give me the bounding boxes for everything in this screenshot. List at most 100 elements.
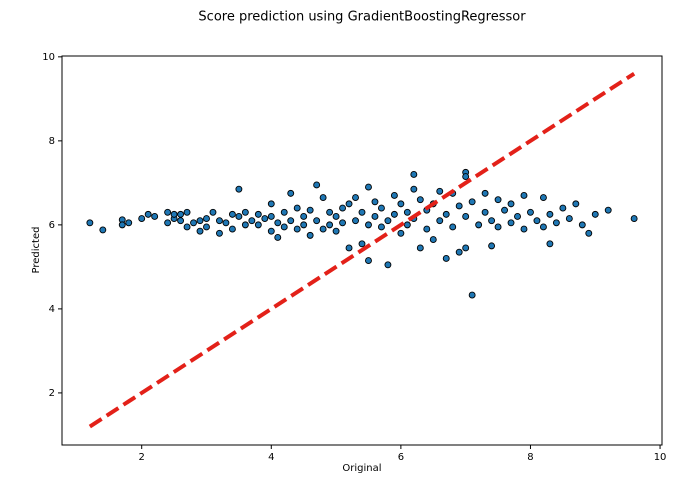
point <box>287 189 295 197</box>
point <box>164 208 172 216</box>
point <box>365 221 372 229</box>
point <box>352 194 359 202</box>
point <box>390 192 398 199</box>
point <box>319 225 327 233</box>
x-tick-label: 2 <box>139 452 145 463</box>
point <box>423 225 431 233</box>
point <box>241 208 249 216</box>
point <box>403 221 411 229</box>
point <box>326 208 334 216</box>
point <box>410 185 418 193</box>
point <box>488 242 496 250</box>
point <box>488 217 496 225</box>
point <box>520 225 528 233</box>
point <box>241 221 249 229</box>
point <box>539 223 547 231</box>
point <box>371 198 379 206</box>
point <box>190 219 197 227</box>
point <box>326 221 334 229</box>
point <box>377 204 385 212</box>
x-tick-label: 8 <box>527 452 533 463</box>
point <box>358 240 366 248</box>
point <box>494 196 502 204</box>
point <box>345 244 353 252</box>
point <box>591 210 599 218</box>
point <box>319 194 327 202</box>
x-tick-label: 6 <box>398 452 404 463</box>
point <box>203 215 210 223</box>
point <box>468 198 476 206</box>
point <box>313 181 321 189</box>
point <box>177 210 185 218</box>
point <box>306 206 314 214</box>
point <box>559 204 567 212</box>
x-tick-label: 4 <box>268 452 274 463</box>
point <box>578 221 586 229</box>
point <box>565 215 573 223</box>
point <box>300 221 308 229</box>
point <box>481 189 489 197</box>
point <box>442 255 450 262</box>
point <box>442 210 450 218</box>
point <box>86 219 94 227</box>
point <box>546 210 554 218</box>
point <box>365 257 372 265</box>
point <box>358 208 366 216</box>
point <box>125 219 133 227</box>
point <box>164 219 172 227</box>
point <box>552 219 560 227</box>
point <box>332 213 340 220</box>
point <box>216 217 223 225</box>
point <box>572 200 580 208</box>
point <box>475 221 483 229</box>
point <box>332 227 340 235</box>
point <box>203 223 210 231</box>
point <box>144 210 152 218</box>
x-tick-label: 10 <box>654 452 667 463</box>
chart-title: Score prediction using GradientBoostingR… <box>198 10 526 25</box>
point <box>462 244 470 252</box>
point <box>228 210 236 218</box>
reference-line <box>88 71 636 429</box>
point <box>384 261 392 269</box>
point <box>390 210 398 218</box>
point <box>377 223 385 231</box>
point <box>507 219 515 227</box>
y-tick-label: 8 <box>49 136 55 147</box>
point <box>410 171 418 178</box>
point <box>261 215 269 223</box>
point <box>183 223 191 231</box>
point <box>313 217 321 225</box>
point <box>248 217 256 225</box>
point <box>170 210 178 218</box>
point <box>539 194 547 202</box>
point <box>138 215 146 223</box>
point <box>462 173 470 181</box>
point <box>585 229 593 237</box>
point <box>151 213 159 220</box>
point <box>345 200 353 208</box>
point <box>99 226 107 234</box>
point <box>416 244 424 252</box>
point <box>462 213 470 220</box>
point <box>267 200 275 208</box>
point <box>365 183 372 191</box>
point <box>267 213 275 220</box>
point <box>228 225 236 233</box>
point <box>371 213 379 220</box>
point <box>196 227 204 235</box>
point <box>339 219 347 227</box>
point <box>436 187 444 195</box>
point <box>455 248 463 256</box>
point <box>429 236 437 244</box>
point <box>339 204 347 212</box>
y-tick-label: 6 <box>49 220 55 231</box>
point <box>514 213 521 220</box>
point <box>352 217 359 225</box>
point <box>501 206 508 214</box>
point <box>293 225 301 233</box>
point <box>293 204 301 212</box>
point <box>397 200 405 208</box>
